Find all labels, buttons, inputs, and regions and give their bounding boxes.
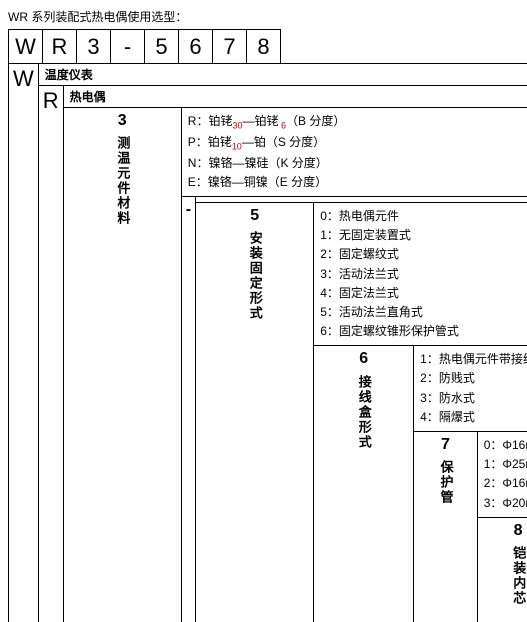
pos6-head: 6 接线盒形式: [314, 346, 414, 622]
code-cell-2: 3: [77, 30, 111, 64]
pos3-line: N：镍铬—镍硅（K 分度）: [188, 154, 527, 173]
code-cell-0: W: [9, 30, 43, 64]
pos3-num: 3: [68, 110, 177, 132]
r-letter: R: [38, 86, 63, 622]
pos5-line: 0：热电偶元件: [320, 207, 527, 226]
pos6-head-text: 接线盒形式: [355, 375, 373, 450]
selection-table: W 温度仪表 R 热电偶 3 测温元件材料 R：铂铑30—铂铑 6（B 分度） …: [8, 63, 527, 622]
pos7-head-text: 保护管: [436, 460, 454, 505]
code-row: W R 3 - 5 6 7 8: [8, 29, 281, 64]
pos7-line: 2：Φ16mm 保护管(高铝质或刚玉管): [484, 474, 527, 493]
pos5-head: 5 安装固定形式: [196, 202, 314, 622]
pos8-num: 8: [482, 520, 527, 542]
pos7-head: 7 保护管: [414, 432, 478, 622]
pos6-line: 1：热电偶元件带接线板: [420, 350, 527, 369]
code-cell-4: 5: [145, 30, 179, 64]
pos6-line: 3：防水式: [420, 389, 527, 408]
pos5-head-text: 安装固定形式: [246, 231, 264, 321]
pos3-desc: R：铂铑30—铂铑 6（B 分度） P：铂铑10—铂（S 分度） N：镍铬—镍硅…: [181, 108, 527, 197]
pos6-line: 2：防贱式: [420, 369, 527, 388]
page-title: WR 系列装配式热电偶使用选型：: [8, 8, 519, 25]
code-cell-6: 7: [213, 30, 247, 64]
pos6-num: 6: [318, 348, 409, 370]
pos3-line: E：镍铬—铜镍（E 分度）: [188, 173, 527, 192]
pos7-desc: 0：Φ16mm 保护管 1：Φ25mm 保护管(高铝质或刚玉管) 2：Φ16mm…: [477, 432, 527, 518]
pos3-head-text: 测温元件材料: [113, 136, 131, 226]
dash-head: -: [181, 196, 195, 622]
pos7-line: 3：Φ20mm 保护管(高铝质或刚玉管): [484, 494, 527, 513]
pos5-line: 6：固定螺纹锥形保护管式: [320, 322, 527, 341]
pos8-head: 8 铠装内芯: [478, 518, 527, 622]
pos7-line: 0：Φ16mm 保护管: [484, 436, 527, 455]
pos3-line: P：铂铑10—铂（S 分度）: [188, 133, 527, 154]
pos6-desc: 1：热电偶元件带接线板 2：防贱式 3：防水式 4：隔爆式: [414, 346, 527, 432]
code-cell-5: 6: [179, 30, 213, 64]
pos6-line: 4：隔爆式: [420, 408, 527, 427]
dash-num: -: [186, 199, 191, 221]
code-cell-7: 8: [247, 30, 281, 64]
code-cell-1: R: [43, 30, 77, 64]
pos5-line: 2：固定螺纹式: [320, 245, 527, 264]
w-letter: W: [9, 64, 39, 622]
pos7-num: 7: [418, 434, 473, 456]
pos5-line: 5：活动法兰直角式: [320, 303, 527, 322]
pos3-line: R：铂铑30—铂铑 6（B 分度）: [188, 112, 527, 133]
pos5-num: 5: [200, 205, 309, 227]
pos5-desc: 0：热电偶元件 1：无固定装置式 2：固定螺纹式 3：活动法兰式 4：固定法兰式…: [314, 202, 527, 345]
pos5-line: 3：活动法兰式: [320, 265, 527, 284]
pos5-line: 1：无固定装置式: [320, 226, 527, 245]
pos7-line: 1：Φ25mm 保护管(高铝质或刚玉管): [484, 455, 527, 474]
pos3-head: 3 测温元件材料: [63, 108, 181, 622]
r-label: 热电偶: [63, 86, 527, 108]
w-label: 温度仪表: [38, 64, 527, 86]
pos5-line: 4：固定法兰式: [320, 284, 527, 303]
pos8-wrap: 8 铠装内芯 K：铠装内芯（可选项） 热电偶内芯可以选择铠装式内芯，铠装内芯直径…: [477, 517, 527, 622]
pos8-head-text: 铠装内芯: [509, 546, 527, 606]
code-cell-3: -: [111, 30, 145, 64]
